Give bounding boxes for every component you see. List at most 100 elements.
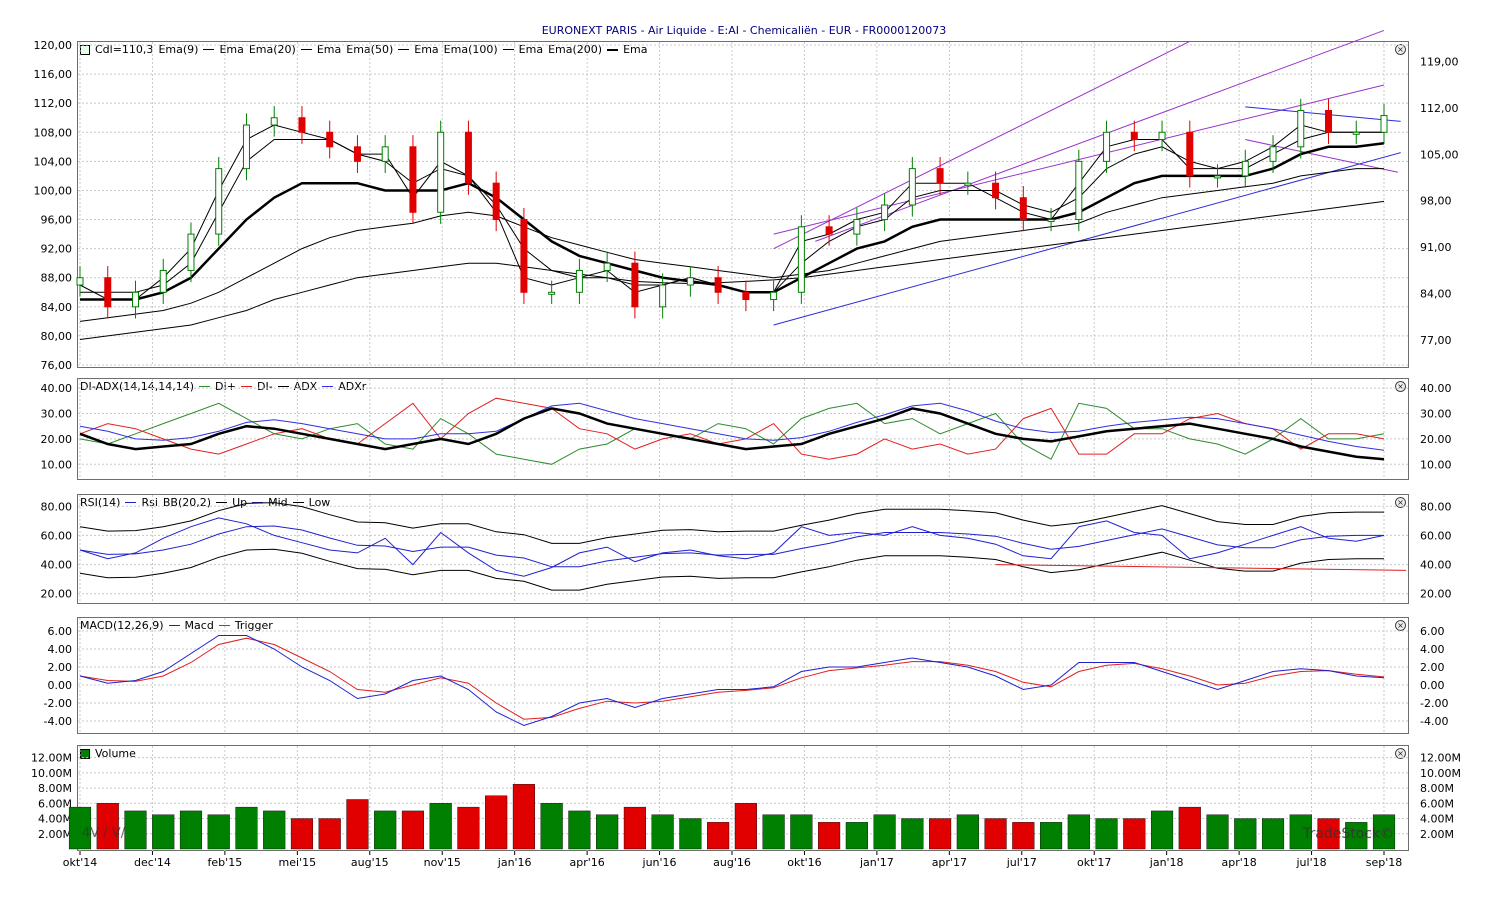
volume-tick-right: 4.00M [1420,813,1454,826]
candle-body [326,131,334,148]
price-tick-right: 119,00 [1420,56,1459,69]
volume-bar [818,822,841,850]
channel-lower-line [1245,139,1398,173]
volume-bar [290,818,314,850]
candle-body [159,269,167,293]
macd-tick-right: -2.00 [1420,697,1448,710]
close-icon[interactable]: × [1395,44,1406,55]
candle-body [825,226,833,235]
legend-item: Ema(20) [248,43,296,56]
price-tick-left: 108,00 [34,126,73,139]
close-icon[interactable]: × [1395,620,1406,631]
volume-bar [1150,810,1174,850]
dmi-legend: DI-ADX(14,14,14,14) DI+ DI- ADX ADXr [80,380,366,393]
candle-body [1325,109,1333,133]
candle-body [1075,160,1083,221]
volume-bar [623,806,646,850]
volume-bar [1317,818,1340,850]
volume-bar [235,806,258,850]
candle-body [881,204,889,221]
candle-body [770,291,778,301]
x-tick-label: feb'15 [208,856,243,869]
volume-bar [1178,806,1201,850]
candle-legend-icon [80,44,90,55]
candle-body [1352,131,1360,135]
macd-tick-left: 6.00 [48,625,73,638]
volume-bar [374,810,397,850]
price-tick-left: 96,00 [41,214,73,227]
x-tick-label: jul'17 [1006,856,1037,869]
volume-tick-left: 4.00M [38,813,72,826]
bb-up-swatch [216,502,228,503]
dmi-tick-right: 20.00 [1420,433,1452,446]
price-panel[interactable]: Cdl=110,3 Ema(9) Ema Ema(20) Ema Ema(50)… [77,41,1409,368]
candle-body [1214,175,1222,179]
dmi-tick-left: 20.00 [41,433,73,446]
volume-bar [596,814,619,850]
watermark: TradeStock© [1303,826,1395,842]
candle-body [1380,115,1388,133]
legend-item: DI- [256,380,273,393]
candle-body [742,291,750,301]
price-tick-left: 88,00 [41,272,73,285]
volume-bar [263,810,286,850]
bb-lower-line [79,548,1384,591]
volume-tick-left: 10.00M [31,767,72,780]
dmi-tick-right: 30.00 [1420,407,1452,420]
volume-bar [984,818,1007,850]
x-tick-label: sep'18 [1366,856,1403,869]
price-tick-left: 84,00 [41,301,73,314]
volume-bar [318,818,341,850]
close-icon[interactable]: × [1395,497,1406,508]
volume-bar [124,810,147,850]
trend-support-line [773,152,1401,326]
x-tick-label: apr'18 [1221,856,1256,869]
macd-tick-left: -4.00 [44,715,72,728]
candle-body [187,233,195,271]
x-tick-label: apr'17 [932,856,967,869]
di-minus-swatch [240,386,252,387]
volume-bar [734,803,757,850]
legend-item: Ema [414,43,439,56]
macd-tick-right: -4.00 [1420,715,1448,728]
dmi-tick-left: 30.00 [41,407,73,420]
volume-bar [152,814,175,850]
volume-bar [873,814,896,850]
close-icon[interactable]: × [1395,381,1406,392]
x-tick-label: jan'18 [1149,856,1184,869]
dmi-tick-right: 40.00 [1420,382,1452,395]
macd-tick-left: 4.00 [48,643,73,656]
candle-body [1269,146,1277,162]
close-icon[interactable]: × [1395,748,1406,759]
x-tick-label: okt'16 [787,856,821,869]
legend-item: Low [308,496,331,509]
candle-body [853,219,861,235]
ema-swatch [203,49,215,50]
macd-tick-right: 0.00 [1420,679,1445,692]
rsi-tick-left: 80.00 [41,500,73,513]
volume-bar [429,803,452,850]
volume-tick-left: 12.00M [31,752,72,765]
candle-body [1158,131,1166,141]
volume-bar [1206,814,1229,850]
candle-body [409,146,417,213]
candle-body [242,124,250,170]
volume-bar [485,795,508,850]
legend-item: Ema(200) [548,43,603,56]
bb-low-swatch [292,502,304,503]
candle-body [797,226,805,293]
legend-item: Cdl=110,3 [95,43,154,56]
price-legend: Cdl=110,3 Ema(9) Ema Ema(20) Ema Ema(50)… [80,43,647,56]
volume-tick-left: 2.00M [38,828,72,841]
price-tick-left: 116,00 [34,68,73,81]
candle-body [964,182,972,186]
ema-swatch [300,49,312,50]
candle-body [437,131,445,213]
price-tick-left: 76,00 [41,359,73,372]
legend-item: MACD(12,26,9) [80,619,164,632]
price-tick-right: 91,00 [1420,241,1452,254]
bb-mid-swatch [252,502,264,503]
channel-top-line [815,29,1385,242]
adxr-swatch [322,386,334,387]
rsi-swatch [125,502,137,503]
